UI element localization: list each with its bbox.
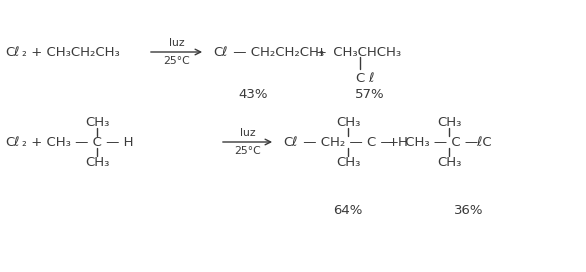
Text: 36%: 36% xyxy=(454,203,484,217)
Text: — CH₂ — C — H: — CH₂ — C — H xyxy=(299,135,408,149)
Text: +: + xyxy=(316,45,327,58)
Text: CH₃: CH₃ xyxy=(437,156,461,168)
Text: CH₃: CH₃ xyxy=(336,116,360,128)
Text: 25°C: 25°C xyxy=(163,56,190,66)
Text: ℓ: ℓ xyxy=(221,45,227,58)
Text: luz: luz xyxy=(240,128,255,138)
Text: CH₃ — C — C: CH₃ — C — C xyxy=(401,135,492,149)
Text: ℓ: ℓ xyxy=(476,135,482,149)
Text: + CH₃CH₂CH₃: + CH₃CH₂CH₃ xyxy=(27,45,120,58)
Text: 57%: 57% xyxy=(355,88,385,100)
Text: ℓ: ℓ xyxy=(368,72,373,85)
Text: C: C xyxy=(5,135,14,149)
Text: 43%: 43% xyxy=(239,88,268,100)
Text: ₂: ₂ xyxy=(21,135,26,149)
Text: CH₃: CH₃ xyxy=(437,116,461,128)
Text: C: C xyxy=(355,72,364,85)
Text: ₂: ₂ xyxy=(21,45,26,58)
Text: CH₃: CH₃ xyxy=(85,156,109,168)
Text: ℓ: ℓ xyxy=(13,45,19,58)
Text: C: C xyxy=(283,135,292,149)
Text: ℓ: ℓ xyxy=(291,135,297,149)
Text: + CH₃ — C — H: + CH₃ — C — H xyxy=(27,135,134,149)
Text: CH₃: CH₃ xyxy=(336,156,360,168)
Text: ℓ: ℓ xyxy=(13,135,19,149)
Text: CH₃: CH₃ xyxy=(85,116,109,128)
Text: CH₃CHCH₃: CH₃CHCH₃ xyxy=(329,45,401,58)
Text: — CH₂CH₂CH₃: — CH₂CH₂CH₃ xyxy=(229,45,324,58)
Text: 64%: 64% xyxy=(333,203,363,217)
Text: C: C xyxy=(213,45,222,58)
Text: +: + xyxy=(388,135,399,149)
Text: luz: luz xyxy=(169,38,185,48)
Text: 25°C: 25°C xyxy=(234,146,261,156)
Text: C: C xyxy=(5,45,14,58)
